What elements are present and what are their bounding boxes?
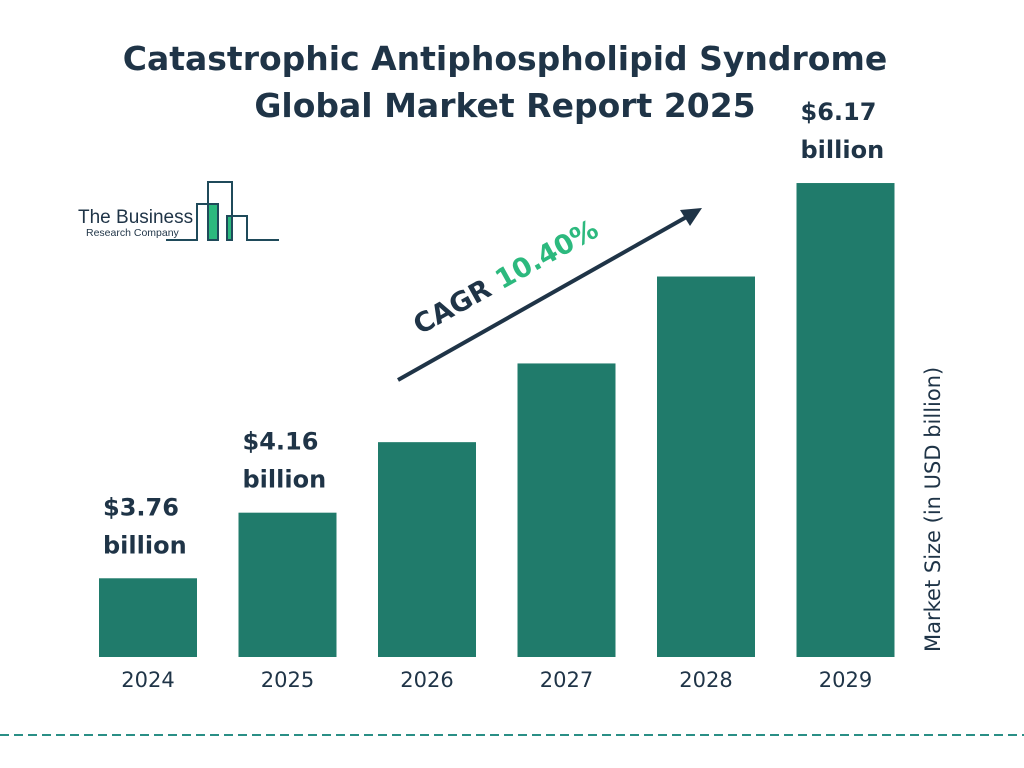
data-label-unit: billion — [103, 531, 187, 559]
data-label-value: $6.17 — [801, 98, 877, 126]
chart-title-line-2: Global Market Report 2025 — [254, 86, 755, 125]
bar-2025 — [238, 512, 337, 657]
x-tick-label: 2027 — [540, 668, 593, 692]
data-label-value: $4.16 — [243, 428, 319, 456]
bar-2026 — [378, 442, 476, 657]
cagr-annotation: CAGR10.40% — [397, 208, 702, 382]
data-label-value: $3.76 — [103, 493, 179, 521]
bar-2028 — [657, 276, 755, 657]
x-tick-label: 2024 — [121, 668, 174, 692]
cagr-text: CAGR10.40% — [408, 214, 603, 341]
logo-bar-icon — [208, 204, 218, 240]
x-tick-label: 2026 — [400, 668, 453, 692]
data-label-unit: billion — [801, 136, 885, 164]
cagr-value: 10.40% — [490, 214, 603, 296]
logo-text-line-1: The Business — [78, 207, 193, 228]
logo-text-line-2: Research Company — [86, 227, 180, 239]
y-axis-label: Market Size (in USD billion) — [921, 367, 945, 652]
trend-arrow-line — [397, 213, 691, 382]
logo-bar-icon — [227, 216, 233, 240]
chart-title-line-1: Catastrophic Antiphospholipid Syndrome — [123, 39, 887, 78]
bar-2024 — [99, 578, 197, 657]
bar-2027 — [517, 363, 616, 657]
data-label-unit: billion — [243, 466, 327, 494]
x-tick-label: 2029 — [819, 668, 872, 692]
x-tick-label: 2025 — [261, 668, 314, 692]
company-logo: The Business Research Company — [78, 181, 279, 241]
x-tick-label: 2028 — [679, 668, 732, 692]
arrow-head-icon — [680, 208, 702, 226]
logo-skyline-icon — [166, 181, 279, 241]
bar-2029 — [796, 183, 895, 658]
